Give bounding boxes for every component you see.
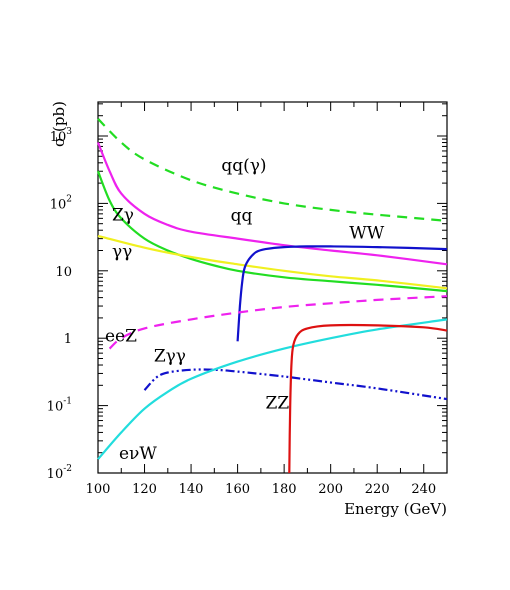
y-tick-label: 102 (50, 194, 72, 212)
curve-label: qq (231, 206, 253, 226)
series-line-z (143, 368, 448, 401)
x-tick-label: 160 (225, 482, 250, 497)
y-tick-label: 10-1 (47, 397, 72, 415)
curve-label: γγ (112, 242, 132, 262)
curve-label: qq(γ) (221, 156, 266, 176)
series-line-ww (236, 245, 448, 342)
curve-label: eνW (119, 444, 157, 464)
series-line-ew (97, 318, 448, 460)
curve-label: Zγγ (154, 347, 186, 367)
x-tick-label: 140 (179, 482, 204, 497)
x-tick-label: 120 (132, 482, 157, 497)
x-tick-labels: 100 120 140 160 180 200 220 240 (86, 482, 437, 497)
y-tick-label: 10 (55, 265, 72, 280)
series-line-qq (96, 142, 448, 266)
series-line-z (96, 170, 448, 293)
y-tick-label: 10-2 (47, 464, 72, 482)
x-tick-label: 220 (365, 482, 390, 497)
x-tick-label: 180 (272, 482, 297, 497)
curve-label: ZZ (266, 394, 290, 414)
curve-label: eeZ (105, 326, 137, 346)
x-tick-label: 100 (86, 482, 111, 497)
series-curves (96, 118, 448, 474)
axis-ticks (97, 102, 448, 474)
x-axis-label: Energy (GeV) (344, 500, 447, 518)
y-tick-labels: 10-2 10-1 1 10 102 103 (47, 127, 73, 482)
series-line-eez (108, 295, 448, 350)
plot-area-frame (97, 101, 448, 474)
curve-labels: qq(γ) qq Zγ γγ WW eeZ Zγγ ZZ eνW (105, 156, 385, 464)
series-line-series (97, 234, 448, 290)
y-tick-label: 1 (64, 332, 72, 347)
x-tick-label: 200 (318, 482, 343, 497)
y-tick-label: 103 (50, 127, 73, 145)
y-axis-label: σ (pb) (50, 101, 68, 147)
series-line-zz (288, 323, 448, 474)
curve-label: WW (349, 224, 384, 244)
curve-label: Zγ (112, 205, 134, 225)
x-tick-label: 240 (411, 482, 436, 497)
series-line-qq (97, 118, 448, 222)
